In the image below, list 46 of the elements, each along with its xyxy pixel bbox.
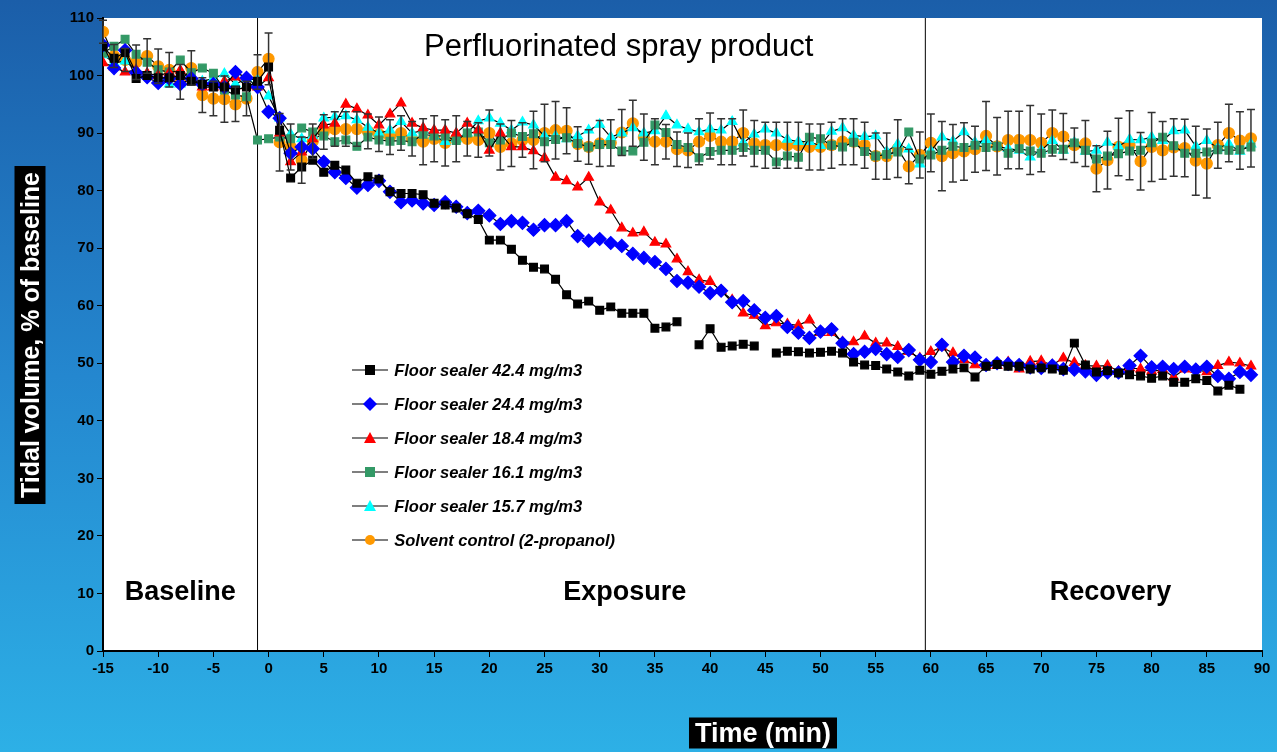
annotation: Baseline: [124, 576, 236, 607]
x-tick-label: 60: [922, 659, 940, 677]
x-tick-label: 25: [536, 659, 553, 677]
y-tick-label: 100: [68, 65, 94, 83]
y-tick-label: 70: [77, 238, 94, 256]
x-tick-label: 45: [756, 659, 774, 677]
x-tick-label: 80: [1143, 659, 1160, 677]
x-tick-label: -15: [92, 659, 114, 677]
y-tick-label: 40: [77, 410, 94, 428]
x-tick-label: -5: [206, 659, 221, 677]
x-tick-label: 85: [1198, 659, 1216, 677]
x-axis-title: Time (min): [688, 717, 838, 749]
y-tick-label: 0: [85, 641, 94, 659]
annotation: Exposure: [563, 576, 687, 607]
x-tick-label: 15: [425, 659, 443, 677]
y-tick-label: 20: [77, 526, 94, 544]
x-tick-label: -10: [147, 659, 170, 677]
x-tick-label: 50: [812, 659, 829, 677]
x-tick-label: 75: [1088, 659, 1105, 677]
y-tick-label: 50: [77, 353, 94, 371]
legend-label: Floor sealer 18.4 mg/m3: [394, 428, 583, 448]
y-tick-label: 80: [77, 180, 94, 198]
y-tick-label: 10: [77, 583, 94, 601]
x-tick-label: 55: [867, 659, 885, 677]
legend-label: Floor sealer 42.4 mg/m3: [394, 360, 583, 380]
y-tick-label: 110: [69, 8, 94, 26]
x-tick-label: 20: [480, 659, 498, 677]
x-tick-label: 5: [319, 659, 328, 677]
x-tick-label: 70: [1032, 659, 1050, 677]
x-tick-label: 30: [591, 659, 609, 677]
x-tick-label: 40: [701, 659, 719, 677]
legend-label: Solvent control (2-propanol): [394, 530, 616, 550]
y-tick-label: 90: [77, 123, 94, 141]
annotation: Recovery: [1049, 576, 1172, 607]
legend-label: Floor sealer 15.7 mg/m3: [394, 496, 583, 516]
x-tick-label: 10: [370, 659, 388, 677]
x-tick-label: 35: [646, 659, 664, 677]
x-tick-label: 0: [264, 659, 273, 677]
x-tick-label: 90: [1253, 659, 1271, 677]
legend-label: Floor sealer 24.4 mg/m3: [394, 394, 583, 414]
x-tick-label: 65: [977, 659, 995, 677]
legend-label: Floor sealer 16.1 mg/m3: [394, 462, 583, 482]
y-tick-label: 60: [77, 295, 94, 313]
chart-title: Perfluorinated spray product: [424, 28, 814, 64]
y-axis-title: Tidal volume, % of baseline: [14, 165, 46, 505]
y-tick-label: 30: [77, 468, 94, 486]
